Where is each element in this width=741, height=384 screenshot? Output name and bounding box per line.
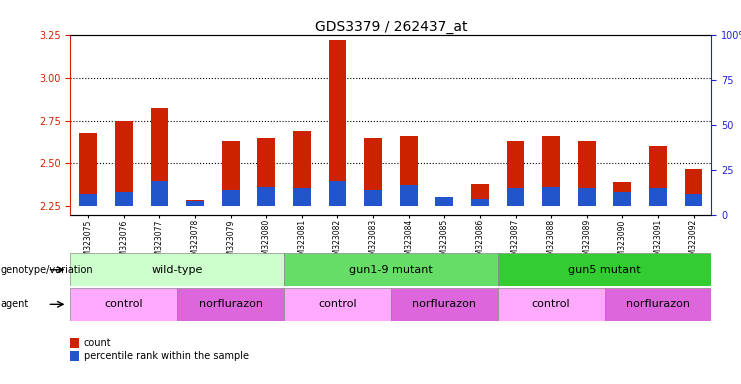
Bar: [70, 288, 177, 321]
Text: genotype/variation: genotype/variation: [1, 265, 93, 275]
Bar: [284, 253, 498, 286]
Bar: [364, 190, 382, 207]
Text: percentile rank within the sample: percentile rank within the sample: [84, 351, 249, 361]
Title: GDS3379 / 262437_at: GDS3379 / 262437_at: [315, 20, 467, 33]
Bar: [685, 169, 702, 207]
Text: control: control: [532, 299, 571, 310]
Bar: [685, 194, 702, 207]
Text: count: count: [84, 338, 111, 348]
Bar: [186, 201, 204, 207]
Text: norflurazon: norflurazon: [412, 299, 476, 310]
Bar: [498, 288, 605, 321]
Bar: [605, 288, 711, 321]
Bar: [257, 187, 275, 207]
Text: gun5 mutant: gun5 mutant: [568, 265, 641, 275]
Bar: [284, 288, 391, 321]
Text: norflurazon: norflurazon: [199, 299, 262, 310]
Bar: [649, 146, 667, 207]
Bar: [150, 181, 168, 207]
Text: agent: agent: [1, 299, 29, 310]
Bar: [115, 121, 133, 207]
Bar: [649, 189, 667, 207]
Bar: [614, 182, 631, 207]
Bar: [507, 189, 525, 207]
Bar: [328, 40, 346, 207]
Bar: [542, 136, 560, 207]
Bar: [391, 288, 498, 321]
Bar: [150, 108, 168, 207]
Bar: [70, 253, 284, 286]
Bar: [177, 288, 284, 321]
Bar: [436, 197, 453, 207]
Bar: [614, 192, 631, 207]
Bar: [222, 141, 239, 207]
Text: norflurazon: norflurazon: [626, 299, 690, 310]
Bar: [400, 136, 418, 207]
Bar: [79, 132, 97, 207]
Bar: [471, 199, 489, 207]
Bar: [222, 190, 239, 207]
Bar: [542, 187, 560, 207]
Bar: [293, 189, 310, 207]
Text: control: control: [104, 299, 143, 310]
Bar: [578, 141, 596, 207]
Bar: [471, 184, 489, 207]
Text: wild-type: wild-type: [152, 265, 203, 275]
Bar: [507, 141, 525, 207]
Bar: [115, 192, 133, 207]
Text: control: control: [318, 299, 356, 310]
Bar: [400, 185, 418, 207]
Bar: [186, 200, 204, 207]
Bar: [436, 203, 453, 207]
Bar: [578, 189, 596, 207]
Bar: [257, 138, 275, 207]
Bar: [328, 181, 346, 207]
Bar: [498, 253, 711, 286]
Bar: [364, 138, 382, 207]
Text: gun1-9 mutant: gun1-9 mutant: [349, 265, 433, 275]
Bar: [293, 131, 310, 207]
Bar: [79, 194, 97, 207]
